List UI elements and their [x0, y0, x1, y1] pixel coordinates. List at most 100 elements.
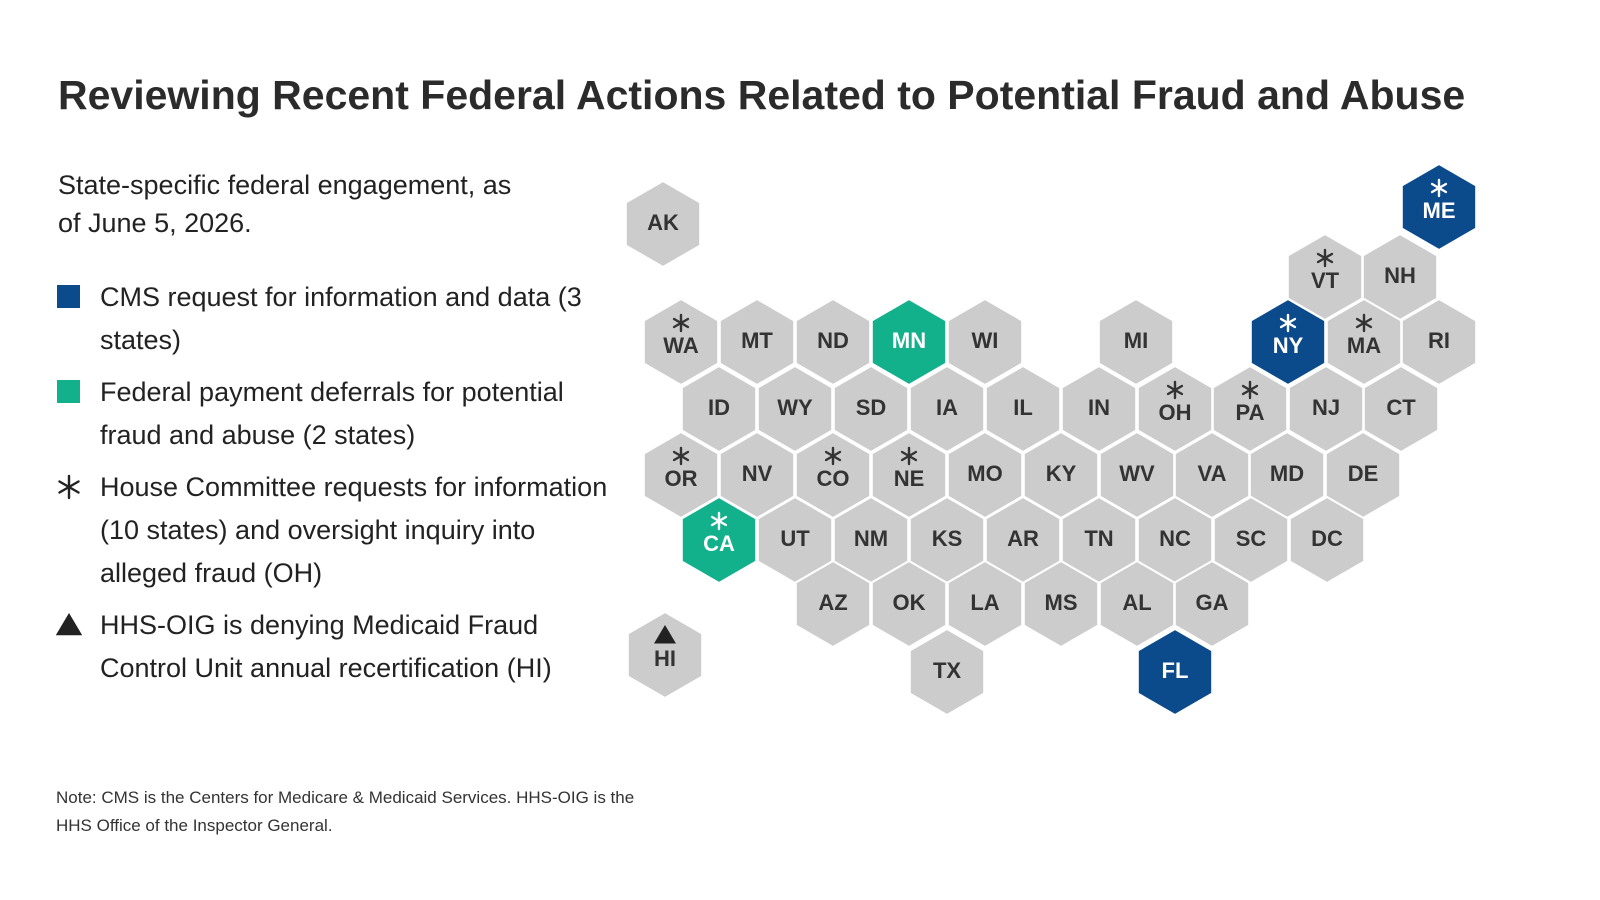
subtitle: State-specific federal engagement, as of… [58, 170, 512, 238]
state: SD [832, 364, 910, 454]
state-hex [680, 364, 758, 454]
state-label: MA [1347, 333, 1381, 358]
state-hex [1212, 495, 1290, 585]
state: GA [1173, 559, 1251, 649]
state-asterisk [824, 446, 842, 466]
state: IA [908, 364, 986, 454]
state-label: DE [1348, 461, 1379, 486]
state: ID [680, 364, 758, 454]
asterisk-stroke [1241, 384, 1259, 396]
state-label: AZ [818, 590, 847, 615]
state-label: WV [1119, 461, 1155, 486]
state-label: CT [1386, 395, 1416, 420]
state-hex [1097, 297, 1175, 387]
state-label: DC [1311, 526, 1343, 551]
state-asterisk [900, 446, 918, 466]
state: DC [1288, 495, 1366, 585]
state: OK [870, 559, 948, 649]
state: HI [626, 610, 704, 700]
state: MI [1097, 297, 1175, 387]
state-hex [642, 297, 720, 387]
legend-label: Federal payment deferrals for potential … [100, 377, 564, 450]
legend-symbol [57, 285, 80, 308]
state: NE [870, 430, 948, 520]
state-asterisk [1430, 178, 1448, 198]
state-label: OK [893, 590, 926, 615]
state: IL [984, 364, 1062, 454]
state-label: VT [1311, 268, 1340, 293]
legend-label: House Committee requests for information… [100, 472, 608, 588]
state: NC [1136, 495, 1214, 585]
state-hex [1060, 364, 1138, 454]
state-label: LA [970, 590, 999, 615]
state-hex [1173, 559, 1251, 649]
state-label: CA [703, 531, 735, 556]
state: CT [1362, 364, 1440, 454]
state-hex [946, 559, 1024, 649]
state: IN [1060, 364, 1138, 454]
state-label: MI [1124, 328, 1148, 353]
state-label: ID [708, 395, 730, 420]
state-label: OH [1159, 400, 1192, 425]
state: NV [718, 430, 796, 520]
state-label: IA [936, 395, 958, 420]
state-label: NE [894, 466, 925, 491]
state-hex [794, 559, 872, 649]
state-hex [946, 297, 1024, 387]
state-label: CO [817, 466, 850, 491]
state-asterisk [1316, 248, 1334, 268]
asterisk-stroke [1355, 317, 1373, 329]
state: LA [946, 559, 1024, 649]
asterisk-stroke [900, 450, 918, 462]
state: CA [680, 495, 758, 585]
state-hex [870, 297, 948, 387]
state-triangle [654, 625, 676, 644]
state: ME [1400, 162, 1478, 252]
state-asterisk [1241, 380, 1259, 400]
state: MO [946, 430, 1024, 520]
state-label: NM [854, 526, 888, 551]
state-hex [1400, 297, 1478, 387]
state-hex [908, 627, 986, 717]
state-label: PA [1236, 400, 1265, 425]
state: PA [1211, 364, 1289, 454]
state-hex [626, 610, 704, 700]
asterisk-stroke [824, 450, 842, 462]
state-hex [624, 179, 702, 269]
state-label: MT [741, 328, 773, 353]
state: MA [1325, 297, 1403, 387]
legend-triangle [56, 613, 82, 636]
state-hex [1249, 297, 1327, 387]
state-label: NH [1384, 263, 1416, 288]
state-label: ME [1423, 198, 1456, 223]
state: MT [718, 297, 796, 387]
state: MS [1022, 559, 1100, 649]
state-label: NJ [1312, 395, 1340, 420]
state-label: SC [1236, 526, 1267, 551]
state-label: MS [1045, 590, 1078, 615]
state-hex [756, 364, 834, 454]
legend-label: CMS request for information and data (3 … [100, 282, 582, 355]
state: WA [642, 297, 720, 387]
asterisk-stroke [672, 317, 690, 329]
state: DE [1324, 430, 1402, 520]
state-label: AR [1007, 526, 1039, 551]
state-label: WA [663, 333, 699, 358]
state-hex [832, 364, 910, 454]
asterisk-stroke [1316, 252, 1334, 264]
asterisk-stroke [1430, 182, 1448, 194]
state: AZ [794, 559, 872, 649]
legend-label: HHS-OIG is denying Medicaid Fraud Contro… [100, 610, 552, 683]
state-asterisk [1355, 313, 1373, 333]
legend-symbol [58, 474, 80, 500]
asterisk-stroke [1166, 384, 1184, 396]
asterisk-stroke [1279, 317, 1297, 329]
state-label: WY [777, 395, 813, 420]
state: AL [1098, 559, 1176, 649]
state: MN [870, 297, 948, 387]
state: RI [1400, 297, 1478, 387]
state-hex [718, 297, 796, 387]
state: KY [1022, 430, 1100, 520]
state: NJ [1287, 364, 1365, 454]
state: CO [794, 430, 872, 520]
